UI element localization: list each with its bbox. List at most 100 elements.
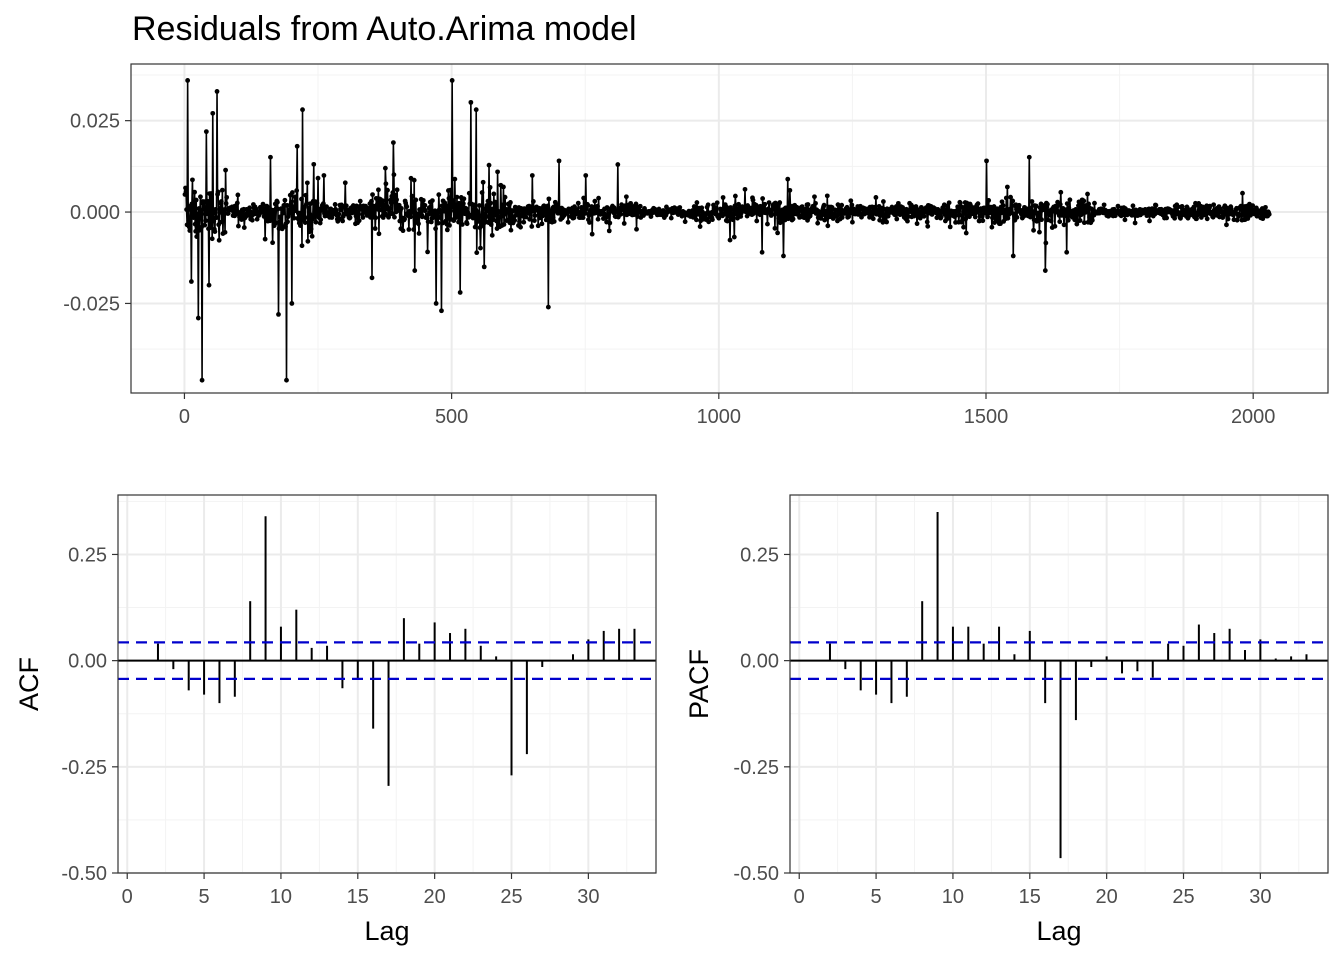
residual-point — [193, 197, 199, 203]
residual-point — [496, 214, 502, 219]
residual-point — [289, 190, 295, 195]
residual-point — [340, 218, 346, 224]
residual-point — [264, 204, 270, 210]
acf-y-tick-label: -0.25 — [61, 757, 107, 779]
residuals-axes: 0 500 1000 1500 2000 0.025 0.000 -0.025 — [63, 111, 1275, 428]
residual-point — [402, 216, 407, 222]
acf-plot-area — [118, 495, 656, 873]
residual-point — [750, 197, 756, 203]
residual-point — [989, 224, 995, 230]
residual-point — [280, 210, 286, 216]
residual-point — [410, 200, 416, 206]
residual-point — [450, 198, 456, 204]
residual-point — [288, 199, 294, 205]
residual-point — [422, 202, 428, 208]
residual-point — [419, 214, 425, 220]
residual-point — [895, 200, 901, 206]
residual-point — [219, 219, 225, 225]
residual-point — [304, 201, 310, 206]
residual-point — [1010, 253, 1016, 259]
residual-point — [769, 211, 775, 217]
residual-point — [438, 215, 444, 221]
residual-point — [727, 237, 733, 243]
residual-point — [400, 228, 406, 234]
residual-point — [821, 202, 827, 208]
residual-point — [302, 214, 308, 220]
residual-point — [372, 226, 378, 231]
residual-point — [336, 211, 342, 217]
residual-point — [766, 200, 772, 206]
residual-point — [222, 229, 228, 235]
residual-point — [495, 169, 500, 175]
residual-point — [1115, 203, 1121, 209]
residual-point — [521, 219, 527, 225]
residual-point — [205, 198, 211, 204]
acf-xlabel: Lag — [364, 916, 409, 946]
residual-point — [581, 195, 587, 201]
residual-point — [218, 199, 224, 204]
residual-point — [722, 211, 728, 217]
residual-point — [1086, 201, 1091, 207]
residual-point — [979, 214, 985, 219]
residual-point — [210, 110, 216, 116]
residual-point — [451, 218, 457, 223]
residual-point — [186, 224, 192, 230]
residual-point — [369, 198, 374, 204]
residual-point — [1130, 203, 1136, 209]
residual-point — [387, 206, 393, 211]
residual-point — [269, 217, 274, 222]
residual-point — [849, 202, 855, 208]
residual-point — [1002, 208, 1008, 214]
residual-point — [190, 177, 195, 183]
residual-point — [759, 249, 765, 255]
residual-point — [1151, 206, 1157, 212]
residual-point — [963, 230, 969, 236]
residual-point — [850, 219, 855, 225]
residual-point — [535, 223, 541, 229]
residual-point — [292, 194, 298, 200]
residual-point — [1026, 154, 1032, 160]
pacf-x-tick-label: 15 — [1019, 886, 1041, 908]
residual-point — [1065, 217, 1071, 223]
residual-point — [724, 218, 730, 224]
residual-point — [409, 193, 415, 199]
acf-panel-border — [117, 494, 657, 874]
residual-point — [873, 195, 879, 200]
residual-point — [634, 226, 639, 232]
residual-point — [209, 236, 215, 242]
residual-point — [203, 218, 209, 224]
residual-point — [277, 219, 282, 225]
residual-point — [596, 195, 601, 201]
residual-point — [1240, 190, 1245, 196]
residual-point — [1081, 220, 1087, 226]
residual-point — [394, 187, 400, 193]
residual-point — [815, 220, 821, 226]
residual-point — [1077, 218, 1083, 223]
residual-point — [215, 189, 221, 195]
residual-point — [772, 225, 778, 231]
residual-point — [201, 206, 207, 212]
residual-point — [304, 180, 310, 186]
residual-point — [276, 312, 281, 317]
residual-point — [390, 140, 396, 145]
acf-x-tick-label: 20 — [424, 886, 446, 908]
residual-point — [924, 219, 930, 225]
residual-point — [443, 203, 449, 209]
residual-point — [710, 217, 715, 223]
residual-point — [945, 216, 950, 221]
residual-point — [463, 206, 469, 211]
residual-point — [468, 99, 474, 105]
residual-point — [1043, 240, 1049, 246]
residual-point — [527, 216, 533, 222]
residual-point — [211, 218, 217, 224]
residual-point — [291, 215, 297, 221]
residual-point — [512, 217, 518, 223]
residual-point — [765, 221, 770, 227]
residual-point — [818, 216, 824, 221]
residual-point — [499, 202, 505, 208]
residual-point — [455, 214, 460, 220]
residual-point — [1004, 184, 1010, 190]
residual-point — [731, 234, 737, 240]
residual-point — [1033, 203, 1039, 209]
residual-point — [697, 224, 703, 229]
